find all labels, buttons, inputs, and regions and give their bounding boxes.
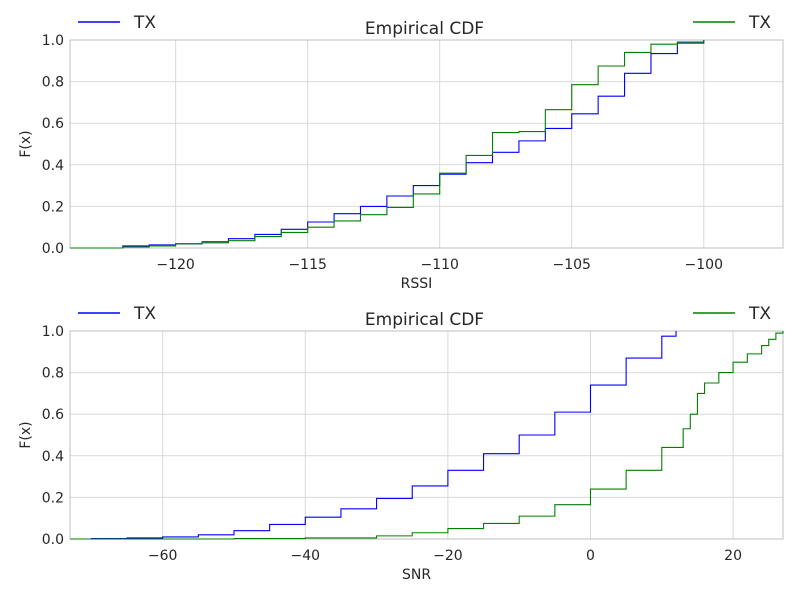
legend-label: TX — [133, 13, 156, 33]
x-axis-label: SNR — [402, 567, 431, 583]
y-tick-label: 0.0 — [42, 532, 64, 548]
x-tick-label: −100 — [685, 257, 723, 273]
y-tick-label: 0.6 — [42, 407, 64, 423]
y-tick-label: 0.4 — [42, 449, 64, 465]
axes-frame — [69, 39, 784, 249]
subplot-1: −120 −115 −110 −105 −100 0.0 0.2 0.4 0.6 0.8 1.0 RS… — [18, 13, 784, 292]
x-tick-label: −110 — [420, 257, 458, 273]
y-axis-label: F(x) — [18, 421, 34, 448]
series-line-green — [70, 331, 784, 540]
x-tick-label: 20 — [724, 548, 742, 564]
series-line-green — [70, 40, 705, 249]
x-tick-label: −105 — [553, 257, 591, 273]
y-tick-label: 0.8 — [42, 366, 64, 382]
x-axis-label: RSSI — [401, 276, 433, 292]
y-tick-label: 0.2 — [42, 199, 64, 215]
legend-label: TX — [748, 13, 771, 33]
axes-frame — [69, 330, 784, 540]
y-tick-label: 0.0 — [42, 241, 64, 257]
y-tick-label: 0.8 — [42, 75, 64, 91]
x-tick-label: −20 — [433, 548, 463, 564]
y-axis-label: F(x) — [18, 130, 34, 157]
y-tick-label: 0.2 — [42, 490, 64, 506]
chart-title: Empirical CDF — [365, 19, 484, 39]
chart-title: Empirical CDF — [365, 310, 484, 330]
y-tick-label: 0.6 — [42, 116, 64, 132]
legend-label: TX — [748, 304, 771, 324]
legend-label: TX — [133, 304, 156, 324]
y-tick-label: 1.0 — [42, 33, 64, 49]
x-tick-label: −60 — [148, 548, 178, 564]
y-tick-label: 1.0 — [42, 324, 64, 340]
plot-area — [70, 40, 783, 248]
x-tick-label: −115 — [288, 257, 326, 273]
series-line-blue — [70, 331, 677, 540]
plot-area — [70, 331, 783, 539]
y-tick-label: 0.4 — [42, 158, 64, 174]
x-tick-label: −120 — [156, 257, 194, 273]
x-tick-label: −40 — [291, 548, 321, 564]
subplot-2: −60 −40 −20 0 20 0.0 0.2 0.4 0.6 0.8 1.0 SNR F(x) Emp… — [18, 304, 784, 583]
x-tick-label: 0 — [586, 548, 595, 564]
